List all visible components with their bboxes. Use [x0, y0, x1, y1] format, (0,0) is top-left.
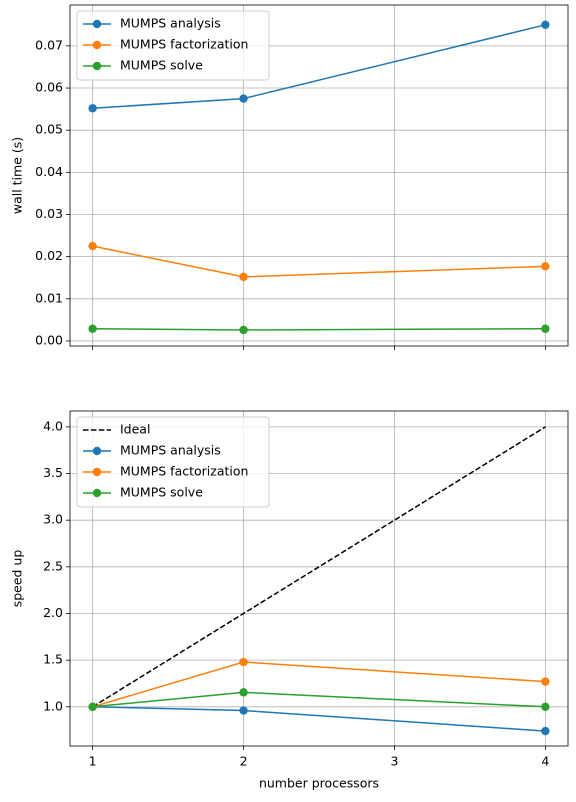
data-point	[239, 688, 248, 697]
plot-frame	[69, 410, 569, 747]
legend-marker	[92, 467, 102, 477]
y-axis-label: speed up	[10, 550, 25, 608]
y-tick-label: 0.03	[35, 206, 63, 221]
legend-marker	[92, 40, 102, 50]
legend-box	[76, 10, 270, 81]
legend-label: MUMPS analysis	[120, 443, 221, 458]
y-tick-label: 0.06	[35, 80, 63, 95]
y-tick-label: 0.02	[35, 248, 63, 263]
data-point	[88, 324, 97, 333]
data-point	[541, 20, 550, 30]
y-tick-label: 0.00	[35, 332, 63, 347]
legend-label: MUMPS factorization	[120, 464, 248, 479]
x-tick-label: 4	[541, 754, 549, 769]
legend-label: MUMPS solve	[120, 485, 203, 500]
y-tick-label: 3.0	[43, 512, 63, 527]
legend-label: MUMPS solve	[120, 58, 203, 73]
y-tick-label: 4.0	[43, 418, 63, 433]
series-line	[92, 426, 546, 708]
data-point	[541, 677, 550, 686]
series-line	[92, 691, 546, 708]
data-point	[239, 657, 248, 667]
legend-label: MUMPS analysis	[120, 16, 221, 31]
x-tick-label: 2	[240, 754, 248, 769]
y-tick-label: 0.01	[35, 290, 63, 305]
y-axis-label: wall time (s)	[10, 137, 25, 214]
legend-label: MUMPS factorization	[120, 37, 248, 52]
data-point	[88, 702, 97, 712]
y-tick-label: 0.04	[35, 164, 63, 179]
data-point	[239, 325, 248, 335]
series-line	[92, 245, 546, 278]
legend-marker	[92, 488, 102, 498]
series-line	[92, 706, 546, 732]
y-tick-label: 1.0	[43, 698, 63, 713]
data-point	[239, 272, 248, 282]
y-tick-label: 2.5	[43, 558, 63, 573]
legend-marker	[92, 61, 102, 71]
legend-marker	[92, 446, 102, 456]
legend-label: Ideal	[120, 422, 150, 437]
x-tick-label: 3	[390, 754, 398, 769]
data-point	[541, 702, 550, 712]
y-tick-label: 3.5	[43, 465, 63, 480]
data-point	[239, 706, 248, 715]
y-tick-label: 2.0	[43, 605, 63, 620]
x-tick-label: 1	[89, 754, 97, 769]
series-line	[92, 327, 546, 331]
y-tick-label: 1.5	[43, 652, 63, 667]
plot-frame	[69, 4, 569, 347]
legend-marker	[92, 19, 102, 29]
data-point	[88, 241, 97, 251]
y-tick-label: 0.07	[35, 37, 63, 52]
data-point	[239, 94, 248, 103]
data-point	[88, 104, 97, 113]
x-axis-label: number processors	[259, 776, 379, 791]
data-point	[541, 262, 550, 271]
data-point	[541, 324, 550, 333]
y-tick-label: 0.05	[35, 122, 63, 137]
legend-box	[76, 416, 270, 508]
data-point	[541, 726, 550, 736]
